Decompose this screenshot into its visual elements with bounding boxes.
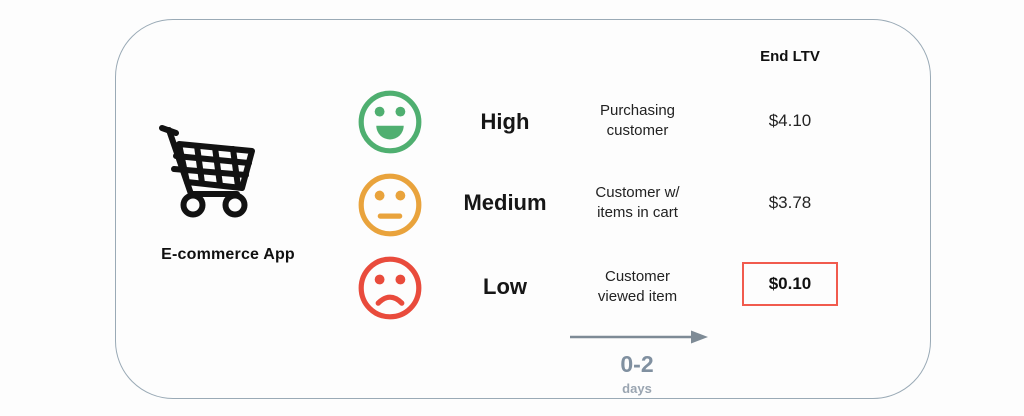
- row-description-high: Purchasing customer: [565, 101, 710, 140]
- description-line: Customer w/: [595, 184, 680, 201]
- row-description-medium: Customer w/ items in cart: [565, 183, 710, 222]
- neutral-face-icon: [358, 173, 422, 237]
- timeline-range-label: 0-2: [620, 351, 654, 377]
- description-line: customer: [606, 121, 669, 139]
- description-line: items in cart: [597, 203, 678, 221]
- diagram-card: [115, 19, 931, 399]
- right-arrow-icon: [570, 330, 708, 344]
- description-line: Customer: [604, 268, 671, 285]
- row-ltv-high: $4.10: [768, 111, 812, 130]
- happy-face-icon: [358, 90, 422, 154]
- app-label: E-commerce App: [161, 246, 295, 263]
- row-description-low: Customer viewed item: [565, 267, 710, 306]
- timeline-unit-label: days: [622, 381, 652, 396]
- end-ltv-header: End LTV: [760, 48, 820, 65]
- row-level-high: High: [480, 109, 530, 134]
- row-level-low: Low: [483, 274, 527, 299]
- shopping-cart-icon: [159, 125, 255, 218]
- row-ltv-medium: $3.78: [768, 193, 812, 212]
- highlighted-ltv-box: $0.10: [742, 262, 838, 306]
- row-level-medium: Medium: [463, 190, 547, 215]
- sad-face-icon: [358, 256, 422, 320]
- description-line: viewed item: [597, 287, 678, 305]
- row-ltv-low: $0.10: [768, 274, 812, 293]
- description-line: Purchasing: [599, 102, 676, 119]
